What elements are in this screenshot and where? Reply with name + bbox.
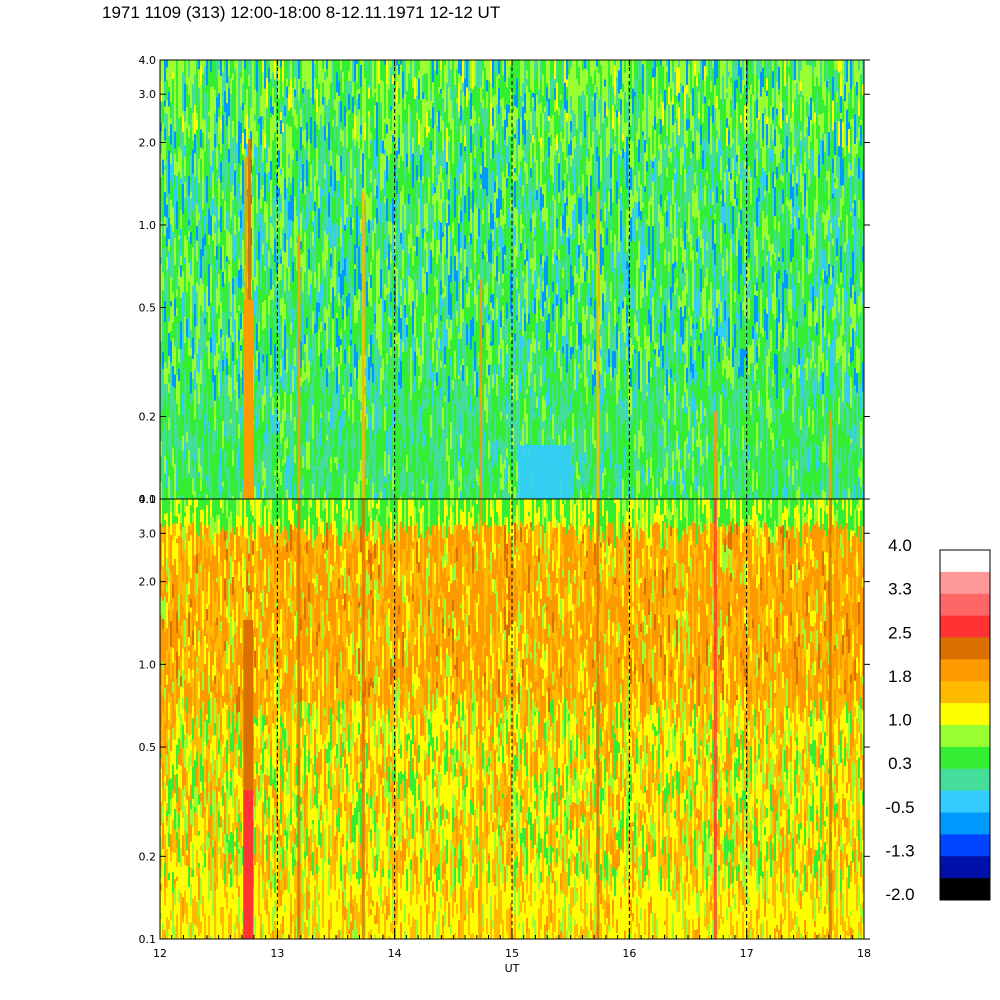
y-tick-label: 3.0 xyxy=(139,88,157,101)
colorbar-label: -0.5 xyxy=(885,798,914,817)
colorbar-label: 3.3 xyxy=(888,580,912,599)
y-tick-label: 4.0 xyxy=(139,54,157,67)
colorbar-swatch xyxy=(940,878,990,901)
colorbar-label: 1.0 xyxy=(888,711,912,730)
colorbar-swatch xyxy=(940,637,990,660)
colorbar-swatch xyxy=(940,593,990,617)
colorbar-label: -1.3 xyxy=(885,841,914,860)
colorbar-swatch xyxy=(940,768,990,792)
x-axis-label: UT xyxy=(505,962,520,975)
colorbar-swatch xyxy=(940,681,990,704)
colorbar-swatch xyxy=(940,834,990,857)
x-tick-label: 16 xyxy=(622,947,636,960)
colorbar-label: 1.8 xyxy=(888,667,912,686)
colorbar: 4.0 3.3 2.5 1.8 1.0 0.3 -0.5 -1.3 -2.0 xyxy=(885,536,991,904)
y-tick-label: 1.0 xyxy=(139,219,157,232)
chart-title: 1971 1109 (313) 12:00-18:00 8-12.11.1971… xyxy=(102,3,501,22)
colorbar-swatch xyxy=(940,725,990,748)
x-tick-label: 17 xyxy=(740,947,754,960)
colorbar-swatch xyxy=(940,571,990,595)
colorbar-label: -2.0 xyxy=(885,885,914,904)
colorbar-swatch xyxy=(940,703,990,726)
colorbar-frame xyxy=(939,549,991,901)
colorbar-swatch xyxy=(940,812,990,835)
colorbar-swatch xyxy=(940,746,990,770)
y-tick-label: 1.0 xyxy=(139,658,157,671)
colorbar-swatch xyxy=(940,790,990,813)
colorbar-swatch xyxy=(940,659,990,682)
y-tick-label: 2.0 xyxy=(139,576,157,589)
y-tick-label: 0.2 xyxy=(139,411,157,424)
colorbar-swatch xyxy=(940,550,990,573)
y-tick-label: 0.1 xyxy=(139,493,157,506)
y-tick-label: 0.5 xyxy=(139,301,157,314)
colorbar-swatch xyxy=(940,615,990,638)
y-tick-label: 0.5 xyxy=(139,741,157,754)
x-tick-label: 13 xyxy=(270,947,284,960)
axes: 0.10.20.51.02.03.04.00.10.20.51.02.03.04… xyxy=(139,54,872,960)
colorbar-label: 2.5 xyxy=(888,623,912,642)
y-tick-label: 0.2 xyxy=(139,850,157,863)
colorbar-label: 0.3 xyxy=(888,754,912,773)
x-tick-label: 15 xyxy=(505,947,519,960)
colorbar-swatch xyxy=(940,856,990,879)
x-tick-label: 12 xyxy=(153,947,167,960)
y-tick-label: 4.0 xyxy=(139,493,157,506)
x-tick-label: 14 xyxy=(388,947,402,960)
colorbar-label: 4.0 xyxy=(888,536,912,555)
x-tick-label: 18 xyxy=(857,947,871,960)
y-tick-label: 2.0 xyxy=(139,136,157,149)
y-tick-label: 3.0 xyxy=(139,527,157,540)
y-tick-label: 0.1 xyxy=(139,933,157,946)
